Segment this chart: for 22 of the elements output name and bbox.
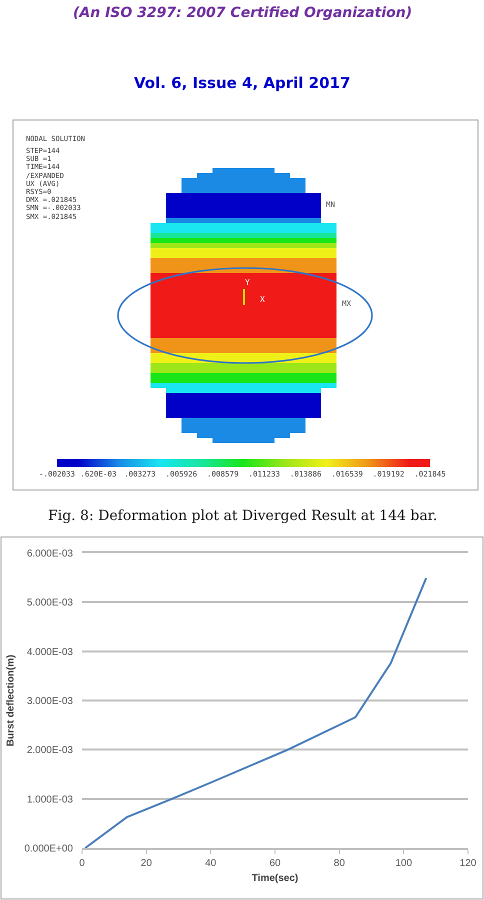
- y-tick-label: 6.000E-03: [26, 548, 74, 560]
- annotation: Y: [245, 278, 250, 287]
- line-series: [84, 577, 428, 848]
- caption: Fig. 8: Deformation plot at Diverged Result at 144 bar.: [48, 508, 438, 524]
- y-tick-label: 4.000E-03: [26, 646, 74, 658]
- x-tick-label: 60: [269, 858, 281, 869]
- x-tick-label: 0: [79, 858, 86, 869]
- x-tick-label: 100: [395, 858, 412, 869]
- y-tick-label: 3.000E-03: [26, 696, 74, 707]
- x-tick-label: 20: [140, 858, 152, 869]
- x-tick-label: 120: [460, 858, 477, 869]
- text: Vol. 6, Issue 4, April 2017: [134, 74, 350, 92]
- x-tick-label: 80: [334, 858, 346, 869]
- y-tick-label: 0.000E+00: [24, 844, 74, 854]
- x-tick-label: 40: [205, 858, 217, 869]
- y-tick-label: 2.000E-03: [26, 745, 74, 756]
- y-axis-title: Burst deflection(m): [5, 654, 16, 746]
- y-tick-label: 1.000E-03: [26, 794, 74, 806]
- y-tick-label: 5.000E-03: [26, 598, 74, 609]
- x-axis-title: Time(sec): [252, 872, 298, 884]
- annotation: X: [260, 295, 265, 304]
- text: (An ISO 3297: 2007 Certified Organization): [73, 5, 412, 21]
